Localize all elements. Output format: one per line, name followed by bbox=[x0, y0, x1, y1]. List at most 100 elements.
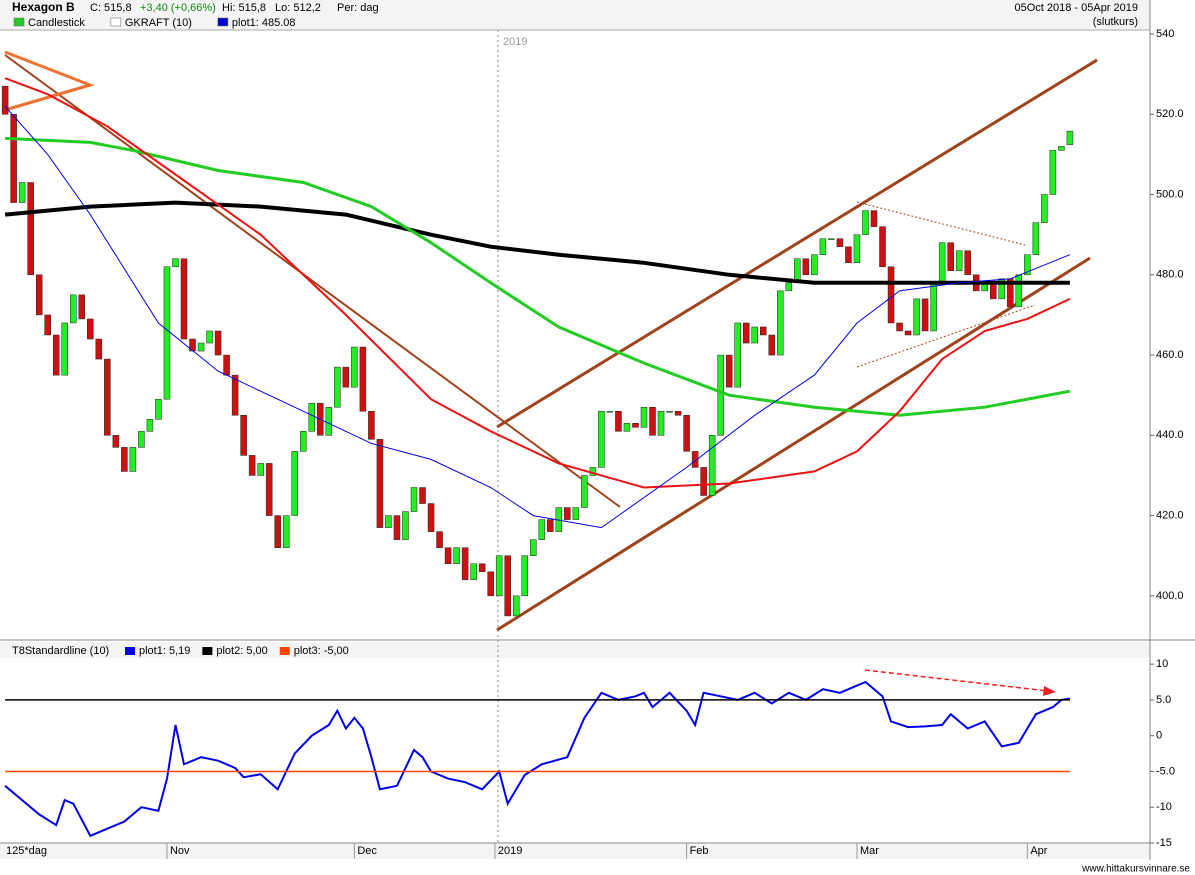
candle-body bbox=[785, 282, 793, 292]
legend-label: plot3: -5,00 bbox=[294, 645, 349, 657]
candle-body bbox=[248, 455, 256, 476]
candle-body bbox=[836, 238, 844, 247]
candle-body bbox=[802, 258, 810, 276]
candle-body bbox=[231, 374, 239, 416]
candle-body bbox=[52, 334, 60, 376]
legend-label: GKRAFT (10) bbox=[125, 17, 192, 29]
y-tick-label: 500.0 bbox=[1156, 188, 1184, 200]
candle-body bbox=[478, 563, 486, 573]
candle-body bbox=[1024, 254, 1031, 276]
candle-body bbox=[862, 210, 869, 235]
legend-swatch bbox=[202, 647, 213, 655]
candle-body bbox=[845, 246, 852, 264]
y-tick-label: 0 bbox=[1156, 730, 1162, 742]
candle-body bbox=[300, 431, 307, 452]
candle-body bbox=[666, 411, 673, 413]
dotted-line bbox=[856, 304, 1036, 368]
candle-body bbox=[10, 114, 17, 203]
candle-body bbox=[197, 342, 205, 352]
candle-body bbox=[760, 326, 767, 336]
candle-body bbox=[598, 411, 605, 468]
candle-body bbox=[904, 330, 912, 336]
year-marker: 2019 bbox=[503, 36, 527, 48]
candle-body bbox=[27, 182, 34, 276]
y-tick-label: 480.0 bbox=[1156, 269, 1184, 281]
candle-body bbox=[223, 354, 230, 376]
candle-body bbox=[870, 210, 878, 227]
candle-body bbox=[530, 539, 537, 556]
y-tick-label: 440.0 bbox=[1156, 429, 1184, 441]
candle-body bbox=[436, 531, 443, 548]
moving-average bbox=[4, 105, 1071, 529]
low: Lo: 512,2 bbox=[275, 2, 321, 14]
x-axis-bar bbox=[0, 843, 1150, 859]
candle-body bbox=[70, 294, 77, 324]
candle-body bbox=[913, 298, 920, 336]
candle-body bbox=[112, 435, 120, 448]
x-tick-label: Feb bbox=[690, 845, 709, 857]
candle-body bbox=[683, 415, 690, 452]
candle-body bbox=[138, 431, 145, 448]
y-tick-label: 420.0 bbox=[1156, 509, 1184, 521]
period: Per: dag bbox=[337, 2, 379, 14]
candle-body bbox=[853, 234, 861, 264]
candle-body bbox=[1015, 274, 1023, 308]
change: +3,40 (+0,66%) bbox=[140, 2, 216, 14]
candle-body bbox=[410, 487, 418, 512]
trend-line bbox=[496, 256, 1091, 632]
y-tick-label: -15 bbox=[1156, 837, 1172, 849]
header-bar bbox=[0, 0, 1150, 30]
candle-body bbox=[657, 411, 665, 436]
candle-body bbox=[291, 451, 298, 516]
y-tick-label: 5.0 bbox=[1156, 694, 1171, 706]
candle-body bbox=[453, 547, 460, 565]
candle-body bbox=[104, 358, 111, 436]
candle-body bbox=[265, 463, 273, 516]
candle-body bbox=[887, 266, 895, 324]
title: Hexagon B bbox=[12, 0, 75, 14]
candle-body bbox=[1049, 150, 1057, 195]
candle-body bbox=[376, 439, 384, 528]
candle-body bbox=[495, 555, 503, 597]
moving-average bbox=[4, 77, 1071, 489]
candle-body bbox=[674, 411, 682, 416]
candle-body bbox=[368, 411, 375, 440]
candle-body bbox=[512, 595, 520, 617]
candle-body bbox=[947, 242, 954, 272]
candle-body bbox=[351, 346, 358, 388]
candle-body bbox=[649, 406, 656, 436]
candle-body bbox=[206, 330, 213, 344]
moving-average bbox=[4, 200, 1070, 285]
candle-body bbox=[623, 423, 631, 432]
candle-body bbox=[811, 254, 818, 276]
candle-body bbox=[282, 515, 290, 548]
indicator-title: T8Standardline (10) bbox=[12, 645, 109, 657]
candle-body bbox=[1, 85, 9, 115]
candle-body bbox=[95, 338, 103, 360]
candle-body bbox=[155, 398, 162, 420]
candle-body bbox=[1032, 222, 1040, 255]
candle-body bbox=[938, 242, 946, 284]
site: www.hittakursvinnare.se bbox=[1081, 864, 1190, 875]
candle-body bbox=[581, 475, 588, 508]
indicator-line bbox=[4, 680, 1071, 838]
candle-body bbox=[504, 555, 511, 617]
candle-body bbox=[470, 563, 477, 581]
candle-body bbox=[172, 258, 179, 268]
candle-body bbox=[487, 571, 494, 597]
candle-body bbox=[742, 322, 750, 344]
candle-body bbox=[930, 282, 937, 332]
candle-body bbox=[819, 238, 827, 255]
candle-body bbox=[547, 519, 554, 532]
high: Hi: 515,8 bbox=[222, 2, 266, 14]
span: 125*dag bbox=[6, 845, 47, 857]
candle-body bbox=[1058, 146, 1065, 151]
trend-line bbox=[496, 58, 1098, 429]
candle-body bbox=[691, 451, 699, 468]
candle-body bbox=[896, 322, 903, 332]
candle-body bbox=[606, 411, 614, 413]
trend-lines bbox=[4, 50, 1098, 696]
y-tick-label: 540 bbox=[1156, 28, 1174, 40]
y-tick-label: 460.0 bbox=[1156, 349, 1184, 361]
legend-label: plot1: 485.08 bbox=[232, 17, 296, 29]
